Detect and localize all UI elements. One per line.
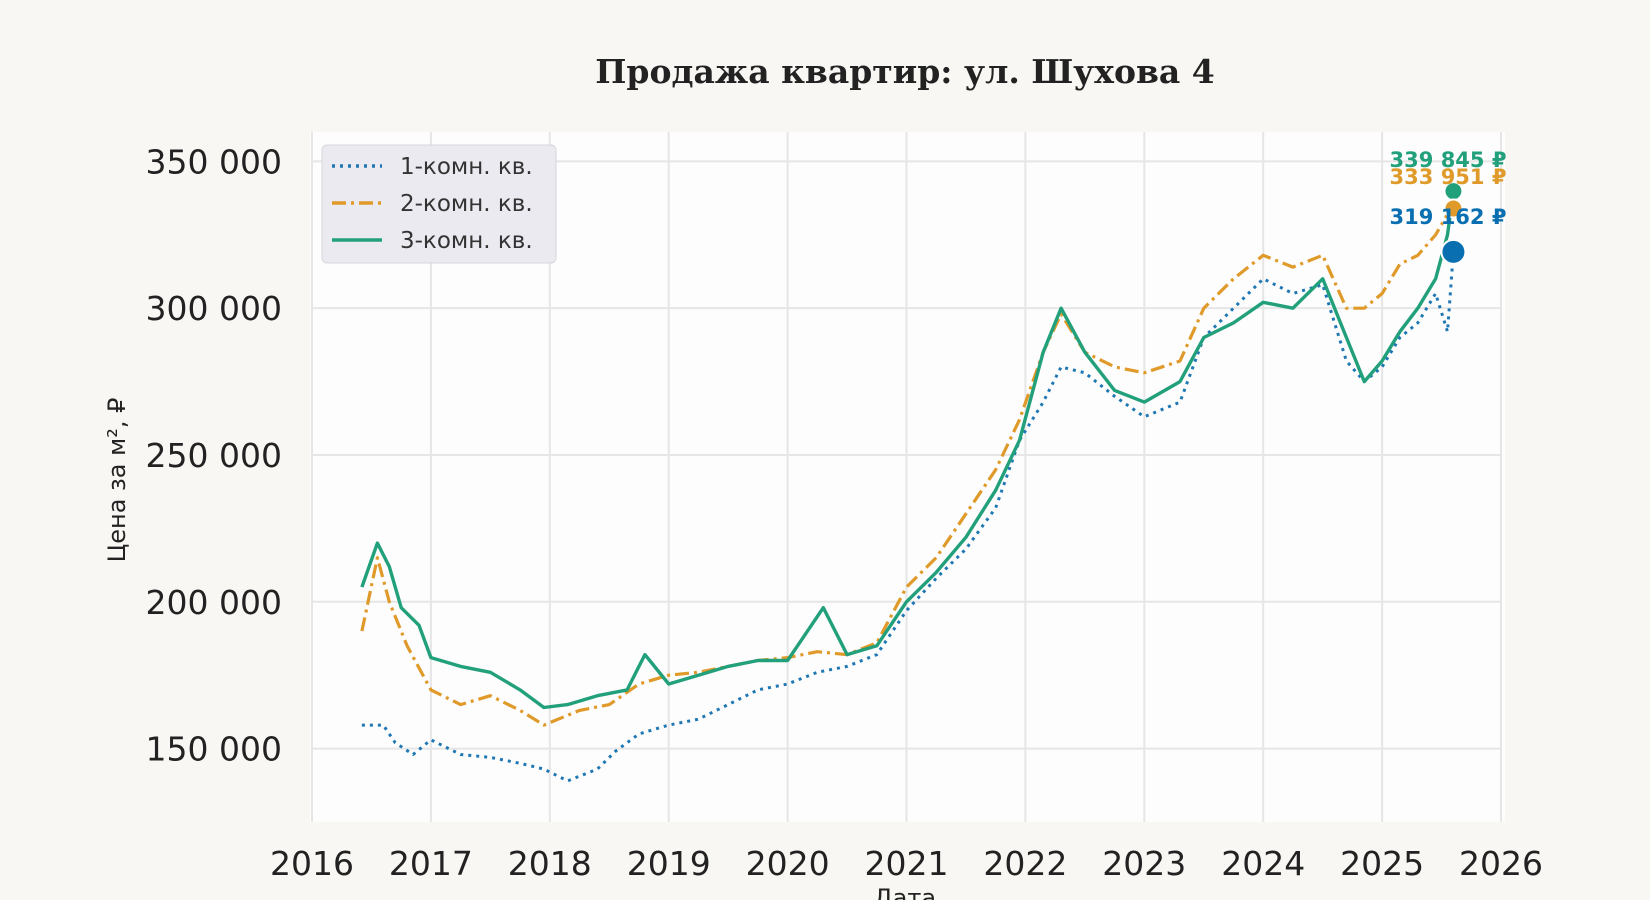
legend-box	[321, 144, 557, 264]
legend-label-2k: 2-комн. кв.	[400, 191, 533, 217]
y-axis-ticks: 150 000 200 000 250 000 300 000 350 000	[146, 142, 282, 768]
end-value-label: 339 845 ₽	[1390, 148, 1507, 172]
series-line-3k	[360, 190, 1456, 710]
end-marker	[1443, 198, 1464, 219]
end-labels: 339 845 ₽333 951 ₽ 319 162 ₽	[1390, 148, 1507, 229]
x-tick-label: 2020	[746, 844, 830, 883]
x-tick-label: 2025	[1340, 844, 1424, 883]
chart-title: Продажа квартир: ул. Шухова 4	[595, 52, 1215, 91]
x-tick-label: 2022	[983, 844, 1067, 883]
end-markers	[1440, 181, 1467, 265]
series-layer	[360, 190, 1456, 783]
x-tick-label: 2016	[270, 844, 354, 883]
end-marker	[1440, 238, 1467, 265]
x-axis-label: Дата	[874, 884, 936, 900]
x-tick-label: 2026	[1459, 844, 1543, 883]
y-axis-label: Цена за м², ₽	[103, 398, 131, 563]
legend: 1-комн. кв. 2-комн. кв. 3-комн. кв.	[321, 144, 557, 264]
series-line-2k	[360, 207, 1455, 727]
legend-label-1k: 1-комн. кв.	[400, 154, 533, 180]
end-value-label: 333 951 ₽	[1390, 165, 1507, 189]
series-line-1k	[361, 251, 1455, 783]
grid	[311, 132, 1502, 822]
y-tick-label: 300 000	[146, 289, 282, 328]
x-tick-label: 2021	[865, 844, 949, 883]
x-tick-label: 2017	[389, 844, 473, 883]
y-tick-label: 200 000	[146, 583, 282, 622]
x-tick-label: 2018	[508, 844, 592, 883]
x-tick-label: 2023	[1102, 844, 1186, 883]
x-tick-label: 2024	[1221, 844, 1305, 883]
end-value-label: 319 162 ₽	[1390, 205, 1507, 229]
x-tick-label: 2019	[627, 844, 711, 883]
x-axis-ticks: 2016 2017 2018 2019 2020 2021 2022 2023 2024 2025…	[270, 844, 1543, 883]
y-tick-label: 350 000	[146, 142, 282, 181]
y-tick-label: 250 000	[146, 436, 282, 475]
legend-label-3k: 3-комн. кв.	[400, 228, 533, 254]
y-tick-label: 150 000	[146, 730, 282, 769]
